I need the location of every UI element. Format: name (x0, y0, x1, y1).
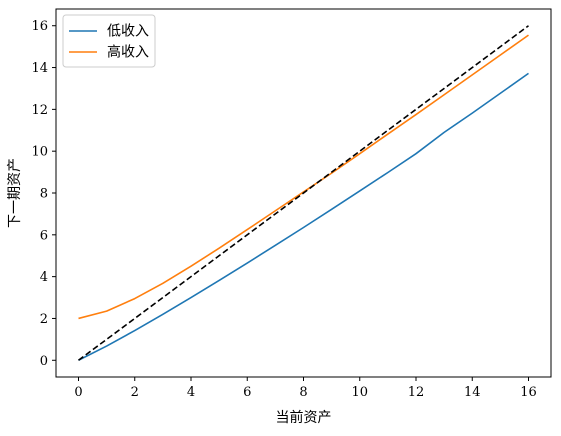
x-tick-label: 10 (351, 385, 368, 400)
x-tick-label: 6 (243, 385, 251, 400)
axis-layer: 0 2 4 6 8 10 12 14 16 0 2 4 6 8 10 12 14 16 (31, 19, 536, 400)
legend: 低收入 高收入 (62, 14, 156, 68)
y-tick-label: 8 (40, 187, 48, 202)
legend-label-low-income: 低收入 (107, 24, 149, 40)
x-tick-label: 4 (187, 385, 195, 400)
x-tick-label: 16 (520, 385, 537, 400)
reference-line-45deg (78, 25, 529, 361)
y-tick-label: 2 (40, 312, 48, 327)
x-tick-label: 2 (131, 385, 139, 400)
x-tick-label: 0 (74, 385, 82, 400)
y-tick-label: 4 (40, 270, 48, 285)
series-layer (78, 25, 529, 361)
y-tick-label: 14 (31, 61, 48, 76)
y-tick-label: 12 (31, 103, 48, 118)
y-tick-label: 10 (31, 145, 48, 160)
series-line-low-income (78, 72, 529, 361)
plot-frame (55, 8, 552, 378)
x-tick-label: 14 (464, 385, 481, 400)
legend-label-high-income: 高收入 (107, 44, 149, 61)
x-axis-title: 当前资产 (276, 409, 332, 426)
y-tick-label: 0 (40, 354, 48, 369)
series-line-high-income (78, 34, 529, 320)
y-tick-label: 6 (40, 228, 48, 243)
y-tick-label: 16 (31, 19, 48, 34)
x-tick-label: 12 (408, 385, 425, 400)
legend-frame (62, 14, 156, 68)
y-axis-title: 下一期资产 (7, 158, 23, 228)
x-tick-label: 8 (299, 385, 307, 400)
